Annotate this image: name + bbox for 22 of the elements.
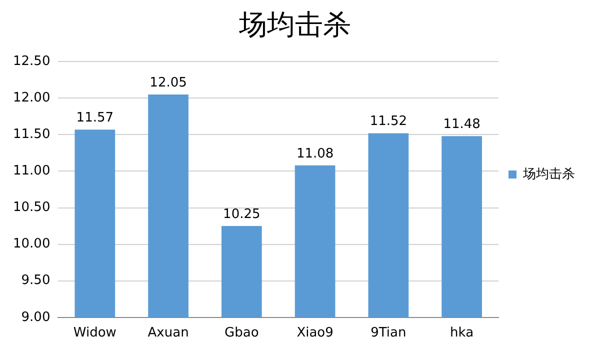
x-tick-label: 9Tian (370, 326, 406, 341)
x-tick-label: Xiao9 (296, 326, 334, 341)
x-tick-label: Widow (73, 326, 117, 341)
x-tick-label: hka (450, 326, 474, 341)
y-tick-label: 9.50 (21, 273, 50, 288)
data-label: 12.05 (150, 75, 187, 90)
y-tick-label: 10.50 (13, 200, 50, 216)
y-tick-label: 12.50 (13, 54, 50, 69)
data-label: 11.57 (76, 110, 114, 126)
data-label: 11.48 (443, 117, 480, 132)
data-label: 11.08 (296, 146, 334, 162)
y-tick-label: 11.50 (13, 127, 50, 142)
data-label: 10.25 (223, 206, 260, 222)
y-tick-label: 10.00 (13, 236, 50, 252)
y-tick-label: 12.00 (13, 90, 50, 106)
x-tick-label: Axuan (148, 326, 189, 341)
chart-title: 场均击杀 (238, 8, 351, 42)
data-label: 11.52 (370, 114, 408, 130)
y-tick-label: 9.00 (21, 310, 50, 325)
y-tick-label: 11.00 (13, 164, 50, 179)
x-tick-label: Gbao (224, 326, 259, 341)
legend-label: 场均击杀 (522, 166, 575, 182)
